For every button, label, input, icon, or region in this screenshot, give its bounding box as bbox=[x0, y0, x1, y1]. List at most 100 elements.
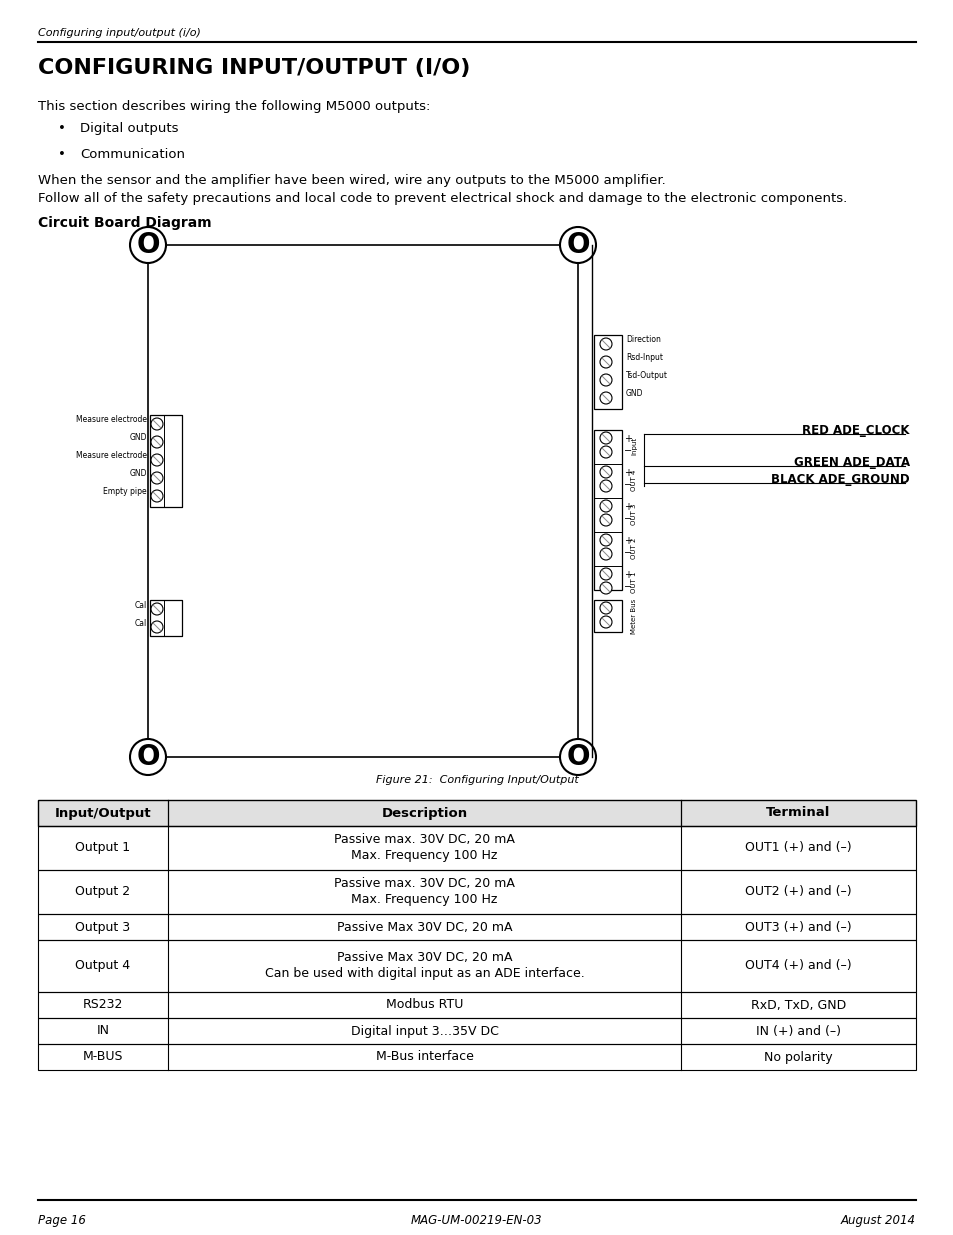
Text: •: • bbox=[58, 122, 66, 135]
Text: OUT1 (+) and (–): OUT1 (+) and (–) bbox=[744, 841, 851, 855]
Text: Description: Description bbox=[381, 806, 467, 820]
Text: Output 3: Output 3 bbox=[75, 920, 131, 934]
Bar bbox=[38, 914, 915, 940]
Text: −: − bbox=[623, 446, 632, 456]
Circle shape bbox=[599, 500, 612, 513]
Text: Cal: Cal bbox=[134, 600, 147, 610]
Circle shape bbox=[130, 739, 166, 776]
Text: M-BUS: M-BUS bbox=[83, 1051, 123, 1063]
Text: Output 2: Output 2 bbox=[75, 885, 131, 899]
Text: Input: Input bbox=[630, 437, 637, 454]
Text: MAG-UM-00219-EN-03: MAG-UM-00219-EN-03 bbox=[411, 1214, 542, 1228]
Text: •: • bbox=[58, 148, 66, 161]
Text: No polarity: No polarity bbox=[763, 1051, 832, 1063]
Bar bbox=[164, 415, 182, 508]
Text: This section describes wiring the following M5000 outputs:: This section describes wiring the follow… bbox=[38, 100, 430, 112]
Text: Digital input 3…35V DC: Digital input 3…35V DC bbox=[350, 1025, 497, 1037]
Bar bbox=[38, 800, 915, 826]
Bar bbox=[38, 1044, 915, 1070]
Text: When the sensor and the amplifier have been wired, wire any outputs to the M5000: When the sensor and the amplifier have b… bbox=[38, 174, 665, 186]
Circle shape bbox=[599, 616, 612, 629]
Text: OUT 3: OUT 3 bbox=[630, 503, 637, 525]
Bar bbox=[164, 600, 182, 636]
Bar bbox=[38, 869, 915, 914]
Text: Passive Max 30V DC, 20 mA: Passive Max 30V DC, 20 mA bbox=[336, 920, 512, 934]
Text: +: + bbox=[623, 468, 631, 478]
Text: Communication: Communication bbox=[80, 148, 185, 161]
Text: OUT 2: OUT 2 bbox=[630, 537, 637, 558]
Bar bbox=[38, 940, 915, 992]
Text: Digital outputs: Digital outputs bbox=[80, 122, 178, 135]
Text: Passive max. 30V DC, 20 mA: Passive max. 30V DC, 20 mA bbox=[334, 834, 515, 846]
Text: Follow all of the safety precautions and local code to prevent electrical shock : Follow all of the safety precautions and… bbox=[38, 191, 846, 205]
Text: Terminal: Terminal bbox=[765, 806, 830, 820]
Text: Configuring input/output (i/o): Configuring input/output (i/o) bbox=[38, 28, 201, 38]
Text: +: + bbox=[623, 433, 631, 445]
Circle shape bbox=[559, 227, 596, 263]
Circle shape bbox=[599, 466, 612, 478]
Text: Empty pipe: Empty pipe bbox=[103, 488, 147, 496]
Bar bbox=[148, 245, 578, 757]
Bar bbox=[150, 600, 182, 636]
Circle shape bbox=[599, 534, 612, 546]
Text: +: + bbox=[623, 571, 631, 580]
Text: Passive Max 30V DC, 20 mA: Passive Max 30V DC, 20 mA bbox=[336, 951, 512, 965]
Circle shape bbox=[599, 548, 612, 559]
Circle shape bbox=[151, 472, 163, 484]
Circle shape bbox=[599, 514, 612, 526]
Text: Max. Frequency 100 Hz: Max. Frequency 100 Hz bbox=[351, 850, 497, 862]
Circle shape bbox=[599, 480, 612, 492]
Bar bbox=[594, 600, 621, 632]
Text: O: O bbox=[566, 231, 589, 259]
Bar bbox=[150, 415, 182, 508]
Text: Passive max. 30V DC, 20 mA: Passive max. 30V DC, 20 mA bbox=[334, 878, 515, 890]
Text: RS232: RS232 bbox=[83, 999, 123, 1011]
Bar bbox=[38, 826, 915, 869]
Text: Tsd-Output: Tsd-Output bbox=[625, 372, 667, 380]
Text: Max. Frequency 100 Hz: Max. Frequency 100 Hz bbox=[351, 893, 497, 906]
Circle shape bbox=[599, 582, 612, 594]
Text: +: + bbox=[623, 536, 631, 546]
Text: Page 16: Page 16 bbox=[38, 1214, 86, 1228]
Text: Output 1: Output 1 bbox=[75, 841, 131, 855]
Text: −: − bbox=[623, 480, 632, 490]
Text: BLACK ADE_GROUND: BLACK ADE_GROUND bbox=[771, 473, 909, 487]
Text: M-Bus interface: M-Bus interface bbox=[375, 1051, 473, 1063]
Text: August 2014: August 2014 bbox=[841, 1214, 915, 1228]
Text: Meter Bus: Meter Bus bbox=[630, 599, 637, 634]
Bar bbox=[594, 430, 621, 590]
Circle shape bbox=[599, 601, 612, 614]
Text: O: O bbox=[566, 743, 589, 771]
Text: GREEN ADE_DATA: GREEN ADE_DATA bbox=[793, 456, 909, 469]
Text: RxD, TxD, GND: RxD, TxD, GND bbox=[750, 999, 845, 1011]
Bar bbox=[38, 992, 915, 1018]
Circle shape bbox=[151, 436, 163, 448]
Circle shape bbox=[599, 374, 612, 387]
Text: Rsd-Input: Rsd-Input bbox=[625, 353, 662, 363]
Circle shape bbox=[559, 739, 596, 776]
Text: GND: GND bbox=[130, 469, 147, 478]
Text: Cal: Cal bbox=[134, 619, 147, 627]
Text: RED ADE_CLOCK: RED ADE_CLOCK bbox=[801, 424, 909, 437]
Bar bbox=[38, 1018, 915, 1044]
Circle shape bbox=[151, 603, 163, 615]
Circle shape bbox=[151, 417, 163, 430]
Text: CONFIGURING INPUT/OUTPUT (I/O): CONFIGURING INPUT/OUTPUT (I/O) bbox=[38, 58, 470, 78]
Circle shape bbox=[599, 446, 612, 458]
Text: Output 4: Output 4 bbox=[75, 960, 131, 972]
Text: IN (+) and (–): IN (+) and (–) bbox=[755, 1025, 841, 1037]
Text: Modbus RTU: Modbus RTU bbox=[385, 999, 463, 1011]
Text: O: O bbox=[136, 231, 159, 259]
Text: Measure electrode: Measure electrode bbox=[76, 452, 147, 461]
Text: O: O bbox=[136, 743, 159, 771]
Text: OUT 4: OUT 4 bbox=[630, 469, 637, 490]
Bar bbox=[594, 335, 621, 409]
Text: OUT3 (+) and (–): OUT3 (+) and (–) bbox=[744, 920, 851, 934]
Text: Input/Output: Input/Output bbox=[54, 806, 152, 820]
Circle shape bbox=[151, 490, 163, 501]
Text: OUT2 (+) and (–): OUT2 (+) and (–) bbox=[744, 885, 851, 899]
Circle shape bbox=[599, 391, 612, 404]
Text: −: − bbox=[623, 582, 632, 592]
Text: GND: GND bbox=[625, 389, 643, 399]
Text: −: − bbox=[623, 548, 632, 558]
